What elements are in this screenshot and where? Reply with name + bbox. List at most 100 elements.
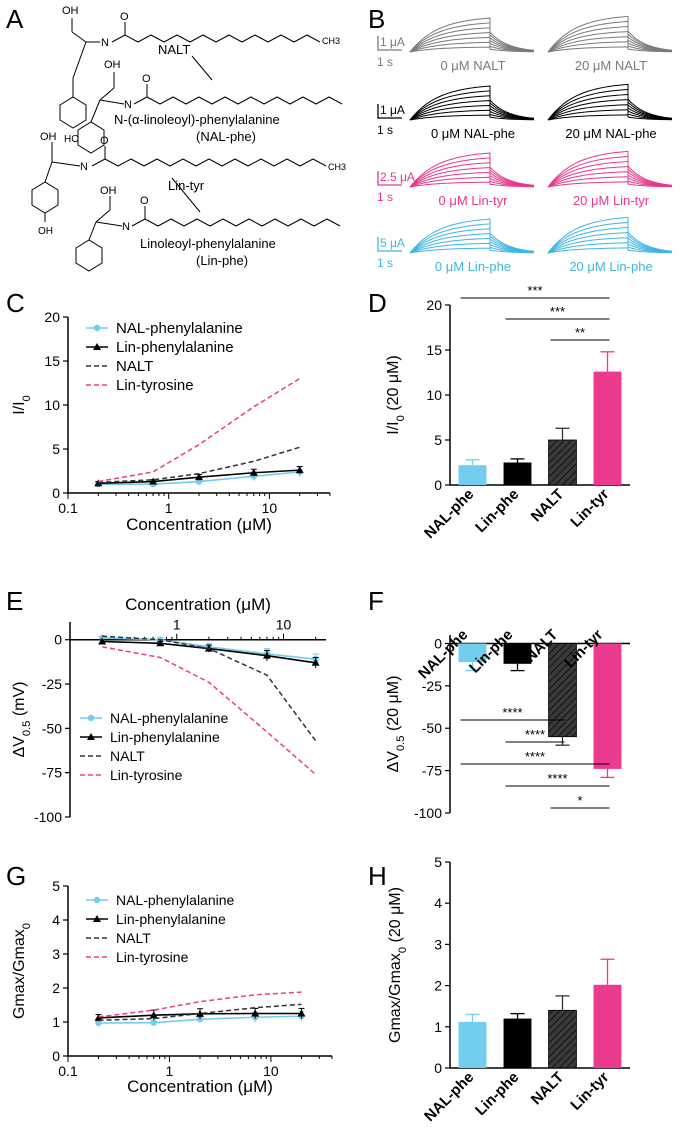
panel-label-b: B <box>368 4 385 34</box>
current-trace <box>409 152 535 188</box>
atom-n-2: N <box>124 99 132 111</box>
data-point <box>95 1019 102 1027</box>
panel-label-e: E <box>6 586 23 616</box>
atom-oh-4: OH <box>38 226 53 237</box>
series-line-3 <box>98 377 301 483</box>
x-tick-label: 10 <box>276 617 292 633</box>
current-trace <box>547 26 673 53</box>
y-tick-label: -25 <box>42 676 62 692</box>
current-trace <box>547 232 673 254</box>
significance-label: ** <box>575 325 585 340</box>
data-point <box>94 479 103 487</box>
current-trace <box>547 155 673 188</box>
current-trace <box>547 31 673 53</box>
series-line-2 <box>102 635 317 742</box>
scale-label-time: 1 s <box>377 256 393 270</box>
data-point <box>297 1009 306 1017</box>
current-trace <box>547 242 673 254</box>
panel-label-a: A <box>6 4 24 34</box>
trace-label-0um: 0 μM Lin-phe <box>435 259 511 274</box>
atom-o-5: O <box>140 195 149 207</box>
y-tick-label: -100 <box>34 809 62 825</box>
atom-ho-1: HO <box>64 134 79 145</box>
significance-label: *** <box>550 304 565 319</box>
bar <box>503 462 532 485</box>
current-trace <box>409 85 535 121</box>
arrow-nalt <box>191 55 213 81</box>
data-point <box>295 466 304 474</box>
scale-label-time: 1 s <box>377 55 393 69</box>
panel-label-f: F <box>368 586 384 616</box>
current-trace <box>547 150 673 188</box>
nalt-structure <box>59 18 321 129</box>
axis-label: Concentration (μM) <box>126 515 272 534</box>
scale-bar <box>377 104 402 119</box>
current-trace <box>547 83 673 121</box>
x-tick-label: 10 <box>262 500 278 516</box>
data-point <box>251 1009 260 1017</box>
panel-label-g: G <box>6 861 26 891</box>
category-label: Lin-phe <box>472 486 522 536</box>
current-trace <box>409 237 535 254</box>
current-trace <box>547 104 673 121</box>
category-label: NALT <box>528 486 568 526</box>
significance-label: *** <box>527 283 542 298</box>
current-trace <box>547 216 673 254</box>
y-tick-label: 0 <box>434 1060 442 1076</box>
scale-label-current: 5 μA <box>380 236 405 250</box>
current-trace <box>547 94 673 121</box>
legend-label: Lin-tyrosine <box>116 949 189 965</box>
atom-oh-2: OH <box>104 59 121 71</box>
axis-label: I/I0 <box>11 395 33 415</box>
current-trace <box>547 166 673 188</box>
current-trace <box>409 167 535 188</box>
current-trace <box>547 221 673 254</box>
data-point <box>249 468 258 476</box>
scale-bar <box>377 237 402 252</box>
y-tick-label: -50 <box>42 720 62 736</box>
nal-phe-label: N-(α-linoleoyl)-phenylalanine <box>114 112 280 127</box>
y-tick-label: 1 <box>52 1014 60 1030</box>
bar <box>503 643 532 664</box>
legend-marker <box>87 733 95 740</box>
panel-label-d: D <box>368 288 387 318</box>
current-trace <box>547 237 673 254</box>
current-trace <box>409 95 535 121</box>
significance-label: **** <box>502 705 522 720</box>
lin-phe-structure <box>75 196 341 272</box>
current-trace <box>547 114 673 121</box>
lin-phe-abbr: (Lin-phe) <box>196 253 248 268</box>
current-trace <box>409 114 535 121</box>
current-trace <box>409 32 535 53</box>
y-tick-label: 2 <box>434 978 442 994</box>
trace-label-20um: 20 μM Lin-phe <box>569 259 652 274</box>
category-label: Lin-phe <box>472 1069 522 1119</box>
y-tick-label: 15 <box>44 353 60 369</box>
scale-label-time: 1 s <box>377 123 393 137</box>
current-trace <box>409 157 535 188</box>
legend-marker <box>93 324 101 332</box>
axis-label: I/I0 (20 μM) <box>385 355 407 434</box>
legend-marker <box>93 915 101 922</box>
category-label: Lin-tyr <box>567 486 612 531</box>
axis-label: ΔV0.5 (mV) <box>11 681 33 757</box>
current-trace <box>409 181 535 188</box>
current-trace <box>409 228 535 254</box>
bar <box>548 643 577 738</box>
legend-label: NAL-phenylalanine <box>116 892 235 908</box>
trace-label-0um: 0 μM Lin-tyr <box>439 193 509 208</box>
y-tick-label: -50 <box>422 720 442 736</box>
current-trace <box>547 20 673 53</box>
series-line-3 <box>102 646 317 776</box>
legend-label: Lin-tyrosine <box>110 767 183 783</box>
current-trace <box>547 36 673 53</box>
y-tick-label: 4 <box>52 912 60 928</box>
y-tick-label: 5 <box>434 854 442 870</box>
current-trace <box>547 176 673 188</box>
current-trace <box>547 181 673 188</box>
arrow-lin-phe <box>171 177 201 213</box>
legend-marker <box>93 343 101 350</box>
current-trace <box>409 247 535 254</box>
